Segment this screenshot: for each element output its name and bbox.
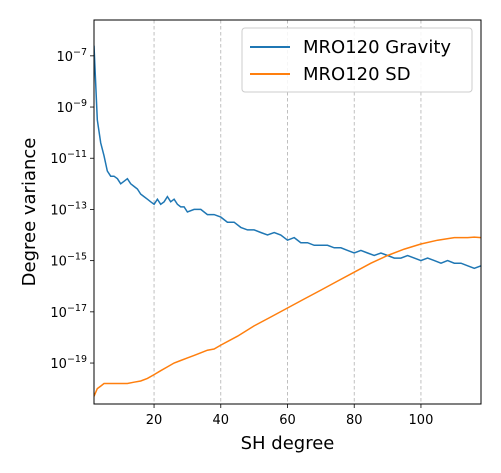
legend-box [241,27,473,93]
series-layer [94,45,481,397]
y-tick-label: 10−17 [50,303,87,321]
x-tick-label: 40 [213,413,230,428]
x-tick-label: 60 [279,413,296,428]
axis-layer: 20 40 60 80 100 10−19 10−17 10−15 10−13 10−11 10−9… [50,47,433,428]
y-tick-label: 10−15 [50,252,87,270]
grid-layer [153,20,422,404]
y-tick-label: 10−7 [56,47,87,65]
legend: MRO120 Gravity MRO120 SD [241,27,473,93]
y-tick-label: 10−19 [50,354,87,372]
y-tick-label: 10−9 [56,98,87,116]
x-tick-label: 100 [409,413,434,428]
series-line-0 [94,45,481,270]
y-axis-title: Degree variance [19,138,40,287]
y-tick-label: 10−13 [50,200,87,218]
legend-label: MRO120 Gravity [303,37,451,58]
legend-label: MRO120 SD [303,64,411,85]
series-line-1 [94,236,481,397]
x-axis-title: SH degree [241,433,335,454]
y-tick-label: 10−11 [50,149,87,167]
x-tick-label: 80 [346,413,363,428]
x-tick-label: 20 [146,413,163,428]
